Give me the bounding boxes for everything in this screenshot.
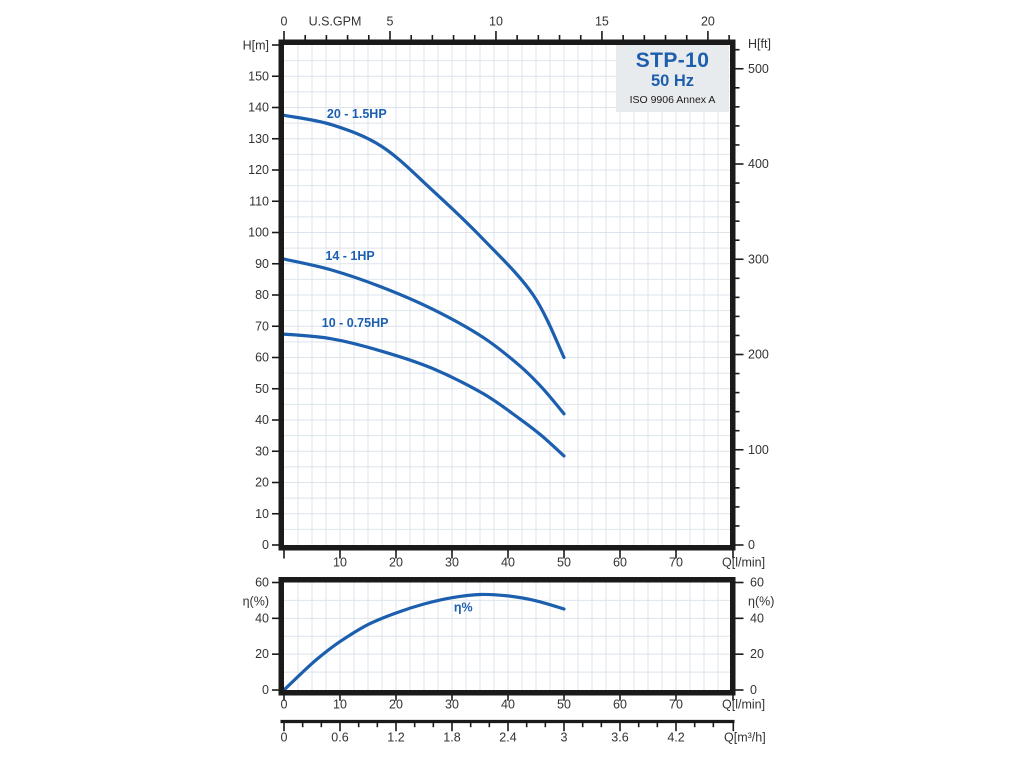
usgpm-tick-label: 10 [489,15,503,29]
m3h-tick-label: 0 [281,731,288,745]
eta-left-tick-label: 60 [255,576,269,590]
axis-right-hft: 0 100 200 300 400 500 H[ft] [735,37,771,552]
head-q-tick-label: 40 [501,556,515,570]
m3h-tick-label: 2.4 [499,731,516,745]
curve-eta [282,592,566,692]
m3h-tick-label: 1.8 [443,731,460,745]
pump-standard: ISO 9906 Annex A [629,93,716,106]
curve-14-1hp [282,257,566,416]
eff-q-tick-label: 20 [389,698,403,712]
eta-left-tick-label: 20 [255,647,269,661]
eff-q-tick-label: 30 [445,698,459,712]
head-q-tick-label: 30 [445,556,459,570]
hm-tick-label: 130 [248,132,269,146]
eta-left-tick-label: 0 [262,683,269,697]
hm-tick-label: 90 [255,257,269,271]
efficiency-chart-frame [278,577,736,696]
m3h-tick-label: 4.2 [667,731,684,745]
pump-model: STP-10 [635,49,710,72]
usgpm-axis-label: U.S.GPM [309,15,362,29]
m3h-tick-label: 1.2 [387,731,404,745]
usgpm-tick-label: 0 [281,15,288,29]
hm-tick-label: 70 [255,319,269,333]
hft-axis-label: H[ft] [748,37,771,51]
hm-tick-label: 100 [248,226,269,240]
hft-tick-label: 500 [748,62,769,76]
eff-q-tick-label: 50 [557,698,571,712]
hm-tick-label: 150 [248,69,269,83]
efficiency-chart-grid [284,582,730,690]
usgpm-tick-label: 15 [595,15,609,29]
eta-left-axis-label: η(%) [243,595,269,609]
chart-frames [278,39,736,696]
axis-bottom-eff-lmin: 0 10 20 30 40 50 60 70 Q[l/min] [281,692,765,712]
m3h-tick-label: 3.6 [611,731,628,745]
eff-q-axis-label: Q[l/min] [722,698,765,712]
hm-tick-label: 0 [262,538,269,552]
hm-tick-label: 110 [249,194,269,208]
hft-tick-label: 0 [748,538,755,552]
flow-scale-m3h: 0 0.6 1.2 1.8 2.4 3 3.6 4.2 Q[m³/h] [280,719,766,745]
head-q-tick-label: 70 [669,556,683,570]
eta-left-tick-label: 40 [255,611,269,625]
efficiency-curve: η% [282,592,566,692]
curve-label-14-1hp: 14 - 1HP [325,249,374,263]
head-chart-frame [278,39,736,551]
eta-right-tick-label: 40 [750,611,764,625]
head-chart-grid [284,45,730,545]
head-q-tick-label: 50 [557,556,571,570]
eff-q-tick-label: 0 [281,698,288,712]
hm-tick-label: 120 [248,163,269,177]
m3h-axis-label: Q[m³/h] [724,731,766,745]
hm-tick-label: 20 [255,476,269,490]
title-box: STP-10 50 Hz ISO 9906 Annex A [616,45,729,112]
eta-right-tick-label: 60 [750,576,764,590]
curve-20-1-5hp [282,113,566,360]
axis-right-eta: 0 20 40 60 η(%) [735,576,774,697]
head-q-tick-label: 20 [389,556,403,570]
usgpm-tick-label: 5 [387,15,394,29]
m3h-tick-label: 0.6 [331,731,348,745]
hm-tick-label: 10 [255,507,269,521]
eta-right-tick-label: 0 [750,683,757,697]
eff-q-tick-label: 70 [669,698,683,712]
eta-right-axis-label: η(%) [748,595,774,609]
eff-q-tick-label: 60 [613,698,627,712]
hft-tick-label: 100 [748,443,769,457]
curve-label-10-0-75hp: 10 - 0.75HP [322,316,389,330]
pump-frequency: 50 Hz [650,72,695,91]
head-q-tick-label: 10 [333,556,347,570]
head-curve-14-1hp: 14 - 1HP [282,249,566,416]
hft-tick-label: 400 [748,157,769,171]
hm-tick-label: 140 [248,101,269,115]
curve-label-20-1-5hp: 20 - 1.5HP [327,107,387,121]
m3h-tick-label: 3 [561,731,568,745]
hm-axis-label: H[m] [243,39,269,53]
curve-label-eta: η% [454,601,473,615]
head-curve-20-1-5hp: 20 - 1.5HP [282,107,566,360]
curve-10-0-75hp [282,332,566,458]
hm-tick-label: 60 [255,351,269,365]
axis-left-eta: 0 20 40 60 η(%) [243,576,279,697]
head-q-tick-label: 60 [613,556,627,570]
head-q-axis-label: Q[l/min] [722,556,765,570]
axis-bottom-head-lmin: 10 20 30 40 50 60 70 Q[l/min] [283,550,765,570]
eff-q-tick-label: 10 [333,698,347,712]
hm-tick-label: 30 [255,444,269,458]
usgpm-tick-label: 20 [701,15,715,29]
axis-left-hm: 0 10 20 30 40 50 60 70 80 90 100 110 120 130 140 150 H[m… [243,39,279,552]
head-curve-10-0-75hp: 10 - 0.75HP [282,316,566,458]
hm-tick-label: 50 [255,382,269,396]
axis-top-usgpm: 0 5 10 15 20 U.S.GPM [281,15,730,40]
hft-tick-label: 300 [748,252,769,266]
hft-tick-label: 200 [748,348,769,362]
hm-tick-label: 80 [255,288,269,302]
hm-tick-label: 40 [255,413,269,427]
eff-q-tick-label: 40 [501,698,515,712]
eta-right-tick-label: 20 [750,647,764,661]
